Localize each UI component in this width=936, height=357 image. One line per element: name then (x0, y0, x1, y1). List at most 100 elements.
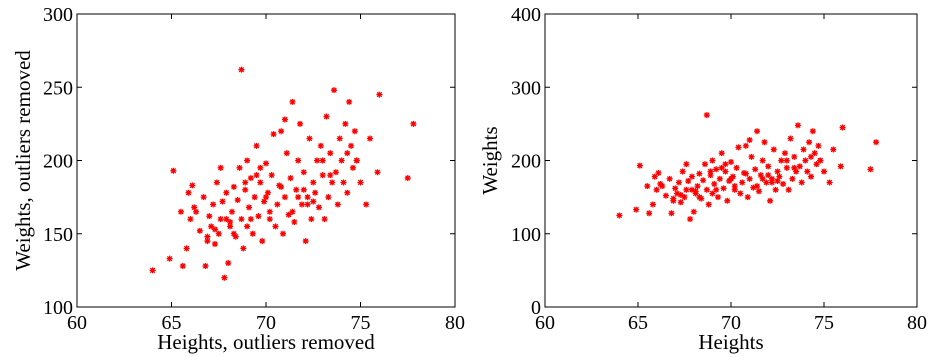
data-point (839, 124, 846, 131)
data-point (720, 185, 727, 192)
data-point (826, 179, 833, 186)
data-point (783, 157, 790, 164)
data-point (404, 175, 411, 182)
data-point (376, 91, 383, 98)
y-tick-label: 150 (43, 224, 73, 246)
data-point (331, 87, 338, 94)
data-point (705, 201, 712, 208)
y-tick-label: 200 (43, 151, 73, 173)
data-point (636, 162, 643, 169)
x-axis-label: Heights (698, 330, 763, 354)
data-point (728, 175, 734, 182)
data-point (244, 223, 251, 230)
data-point (204, 233, 211, 240)
data-point (728, 158, 734, 165)
data-point (674, 190, 681, 197)
data-point (266, 216, 273, 223)
data-point (813, 161, 820, 168)
data-point (227, 219, 234, 226)
data-point (811, 150, 818, 157)
data-point (221, 274, 228, 281)
data-point (266, 208, 273, 215)
x-tick-label: 60 (67, 312, 87, 334)
data-point (325, 194, 332, 201)
data-point (774, 168, 781, 175)
data-point (334, 201, 341, 208)
data-point (787, 135, 794, 142)
data-point (193, 208, 200, 215)
data-point (223, 216, 230, 223)
data-point (688, 186, 695, 193)
data-point (291, 219, 298, 226)
data-point (755, 188, 762, 195)
data-point (253, 172, 260, 179)
data-point (718, 164, 725, 171)
data-point (692, 188, 699, 195)
data-point (287, 175, 294, 182)
data-point (310, 198, 317, 205)
data-point (244, 157, 251, 164)
data-point (268, 172, 275, 179)
data-point (806, 139, 813, 146)
data-point (374, 169, 381, 176)
x-tick-label: 80 (445, 312, 465, 334)
data-point (315, 204, 322, 211)
data-point (215, 230, 222, 237)
data-point (809, 128, 816, 135)
data-point (219, 198, 226, 205)
data-point (677, 191, 684, 198)
data-point (700, 177, 707, 184)
data-point (204, 238, 211, 245)
data-point (340, 179, 347, 186)
data-point (238, 216, 245, 223)
data-point (272, 223, 279, 230)
data-point (346, 98, 353, 105)
data-point (297, 120, 304, 127)
data-point (709, 190, 716, 197)
data-point (196, 227, 203, 234)
data-point (257, 179, 264, 186)
data-point (344, 150, 351, 157)
data-point (807, 153, 814, 160)
data-point (735, 144, 742, 151)
data-point (759, 157, 766, 164)
data-point (274, 201, 281, 208)
data-point (278, 128, 285, 135)
data-point (703, 112, 710, 119)
data-point (179, 262, 186, 269)
data-point (662, 192, 669, 199)
data-point (314, 157, 321, 164)
data-point (319, 157, 326, 164)
data-point (731, 186, 738, 193)
data-point (821, 168, 827, 175)
data-point (306, 135, 313, 142)
data-point (257, 164, 264, 171)
data-point (687, 216, 694, 223)
data-point (217, 164, 224, 171)
data-point (770, 146, 777, 153)
x-tick-label: 80 (907, 312, 927, 334)
data-point (295, 194, 302, 201)
data-point (774, 178, 781, 185)
data-point (166, 255, 173, 262)
x-tick-label: 70 (256, 312, 276, 334)
data-point (707, 168, 714, 175)
data-point (716, 175, 723, 182)
x-axis-label: Heights, outliers removed (157, 330, 375, 354)
y-tick-label: 400 (511, 4, 541, 26)
data-point (213, 179, 220, 186)
right-scatter-plot: 60 65 70 75 80 0 100 200 300 400 Heights Weights (478, 4, 927, 354)
data-point (293, 186, 300, 193)
data-point (323, 113, 330, 120)
data-point (713, 166, 720, 173)
data-point (765, 172, 772, 179)
data-point (696, 194, 703, 201)
data-point (780, 180, 787, 187)
data-point (410, 120, 417, 127)
data-point (319, 172, 326, 179)
data-point (177, 208, 184, 215)
data-point (778, 157, 785, 164)
data-point (655, 169, 662, 176)
data-point (289, 98, 296, 105)
